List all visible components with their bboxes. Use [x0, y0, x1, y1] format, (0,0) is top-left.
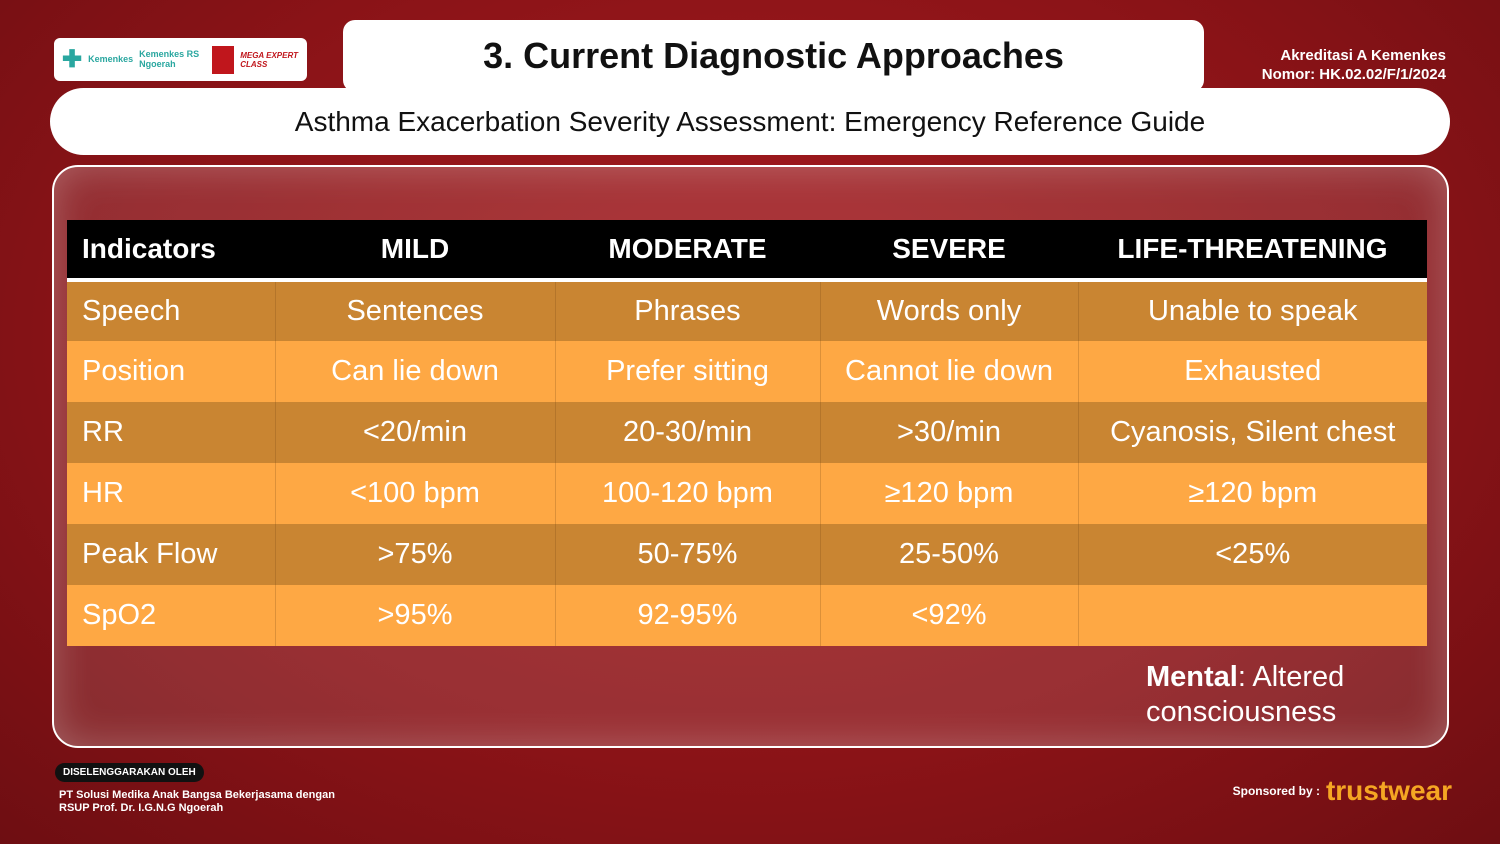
table-cell: Can lie down — [274, 341, 555, 402]
accreditation: Akreditasi A Kemenkes Nomor: HK.02.02/F/… — [1262, 46, 1446, 84]
table-cell: 100-120 bpm — [554, 463, 820, 524]
table-cell: Sentences — [274, 280, 555, 341]
accreditation-line1: Akreditasi A Kemenkes — [1280, 47, 1446, 64]
table-cell: >95% — [274, 585, 555, 646]
table-cell: <92% — [819, 585, 1078, 646]
table-cell: Phrases — [554, 280, 820, 341]
table-cell: <20/min — [274, 402, 555, 463]
kemenkes-logo: Kemenkes — [88, 53, 134, 64]
table-cell — [1077, 585, 1427, 646]
indicator-cell: HR — [67, 463, 275, 524]
indicator-cell: RR — [67, 402, 275, 463]
indicator-cell: Speech — [67, 280, 275, 341]
table-row: HR <100 bpm 100-120 bpm ≥120 bpm ≥120 bpm — [67, 463, 1427, 524]
severity-table: Indicators MILD MODERATE SEVERE LIFE-THREATE… — [67, 220, 1427, 646]
indicator-cell: SpO2 — [67, 585, 275, 646]
organizer-line2: RSUP Prof. Dr. I.G.N.G Ngoerah — [59, 802, 224, 814]
table-cell: Cannot lie down — [819, 341, 1078, 402]
title-box: 3. Current Diagnostic Approaches — [343, 20, 1204, 92]
table-row: Position Can lie down Prefer sitting Cannot… — [67, 341, 1427, 402]
table-row: Peak Flow >75% 50-75% 25-50% <25% — [67, 524, 1427, 585]
mental-note: Mental: Altered consciousness — [1146, 660, 1500, 730]
organizer-line1: PT Solusi Medika Anak Bangsa Bekerjasama… — [59, 789, 335, 801]
rs-logo: Kemenkes RS Ngoerah — [139, 48, 200, 69]
column-header: MODERATE — [555, 220, 820, 282]
organizer-badge: DISELENGGARAKAN OLEH — [55, 763, 204, 782]
sponsor-brand-logo: trustwear — [1325, 775, 1452, 806]
indicator-cell: Peak Flow — [67, 524, 275, 585]
table-cell: 50-75% — [554, 524, 820, 585]
column-header: SEVERE — [820, 220, 1078, 282]
table-cell: Prefer sitting — [554, 341, 820, 402]
logo-bar: ✚ Kemenkes Kemenkes RS Ngoerah MEGA EXPE… — [54, 38, 307, 81]
table-cell: 92-95% — [554, 585, 820, 646]
table-row: RR <20/min 20-30/min >30/min Cyanosis, Silen… — [67, 402, 1427, 463]
table-row: SpO2 >95% 92-95% <92% — [67, 585, 1427, 646]
table-cell: Cyanosis, Silent chest — [1077, 402, 1427, 463]
accreditation-line2: Nomor: HK.02.02/F/1/2024 — [1261, 66, 1446, 83]
column-header: LIFE-THREATENING — [1078, 220, 1427, 282]
table-cell: 25-50% — [819, 524, 1078, 585]
table-header: Indicators MILD MODERATE SEVERE LIFE-THREATE… — [67, 220, 1427, 282]
table-cell: Exhausted — [1077, 341, 1427, 402]
table-cell: <25% — [1077, 524, 1427, 585]
organizer: PT Solusi Medika Anak Bangsa Bekerjasama… — [59, 789, 335, 815]
note-text: : Altered consciousness — [1146, 661, 1345, 728]
indicator-cell: Position — [67, 341, 275, 402]
table-cell: 20-30/min — [554, 402, 820, 463]
table-cell: ≥120 bpm — [1077, 463, 1427, 524]
table-row: Speech Sentences Phrases Words only Unable t… — [67, 280, 1427, 341]
sponsored-label: Sponsored by : — [1232, 784, 1320, 798]
column-header: Indicators — [67, 220, 275, 282]
mega-expert-logo: MEGA EXPERT CLASS — [240, 50, 298, 69]
table-cell: Words only — [819, 280, 1078, 341]
column-header: MILD — [275, 220, 555, 282]
table-cell: <100 bpm — [274, 463, 555, 524]
subtitle: Asthma Exacerbation Severity Assessment:… — [50, 88, 1450, 155]
sponsor: Sponsored by : trustwear — [1233, 775, 1452, 807]
table-cell: >75% — [274, 524, 555, 585]
note-label: Mental — [1146, 661, 1238, 693]
kemenkes-logo-icon: ✚ — [62, 46, 83, 73]
table-cell: ≥120 bpm — [819, 463, 1078, 524]
table-cell: Unable to speak — [1077, 280, 1427, 341]
page-title: 3. Current Diagnostic Approaches — [483, 35, 1064, 76]
red-logo — [212, 45, 235, 74]
table-cell: >30/min — [819, 402, 1078, 463]
